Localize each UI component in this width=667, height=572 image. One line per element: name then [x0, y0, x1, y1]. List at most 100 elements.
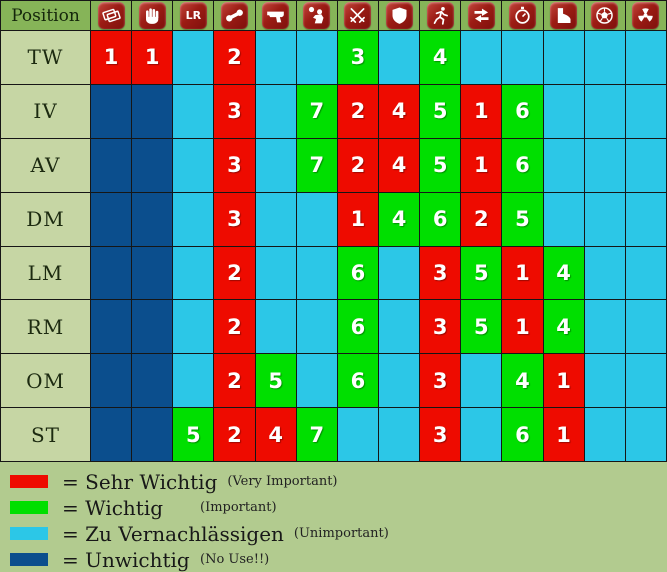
- skill-cell: [295, 191, 338, 247]
- stopwatch-icon[interactable]: [508, 2, 536, 29]
- swap-arrows-icon[interactable]: [467, 2, 495, 29]
- skill-cell: 6: [336, 353, 379, 409]
- skill-cell: [624, 353, 667, 409]
- pistol-icon[interactable]: [262, 2, 290, 29]
- skill-cell: [131, 407, 174, 462]
- skill-cell: [172, 83, 215, 139]
- heading-player-icon[interactable]: [303, 2, 331, 29]
- shield-icon[interactable]: [385, 2, 413, 29]
- column-header: [89, 0, 133, 31]
- skill-cell: 3: [213, 83, 256, 139]
- skill-cell: [89, 407, 133, 462]
- skill-cell: 7: [295, 83, 338, 139]
- radiation-icon[interactable]: [632, 2, 660, 29]
- legend-row-unimportant: = Zu Vernachlässigen (Unimportant): [10, 521, 667, 546]
- skill-cell: [583, 137, 626, 193]
- position-label: RM: [0, 299, 91, 355]
- skill-cell: 5: [419, 83, 462, 139]
- skill-cell: [542, 191, 585, 247]
- skill-cell: 6: [501, 407, 544, 462]
- skill-cell: [254, 245, 297, 301]
- boot-icon[interactable]: [550, 2, 578, 29]
- position-label: OM: [0, 353, 91, 409]
- legend-label-en: (Unimportant): [293, 526, 389, 541]
- skill-cell: [336, 407, 379, 462]
- skill-cell: [460, 30, 503, 85]
- skill-cell: [542, 83, 585, 139]
- table-row: AV 3 7 2 4 5 1 6: [0, 137, 667, 193]
- skill-cell: [295, 353, 338, 409]
- table-row: TW 1 1 2 3 4: [0, 30, 667, 85]
- column-header: [336, 0, 379, 31]
- skill-cell: 1: [131, 30, 174, 85]
- skill-cell: [583, 353, 626, 409]
- skill-cell: 1: [460, 137, 503, 193]
- table-row: LM 2 6 3 5 1 4: [0, 245, 667, 301]
- skill-cell: [377, 30, 421, 85]
- column-header: [254, 0, 297, 31]
- skill-cell: 1: [336, 191, 379, 247]
- skill-cell: [89, 353, 133, 409]
- skill-cell: 4: [542, 299, 585, 355]
- position-skill-table: Position LR TW 1 1 2 3 4 IV 3 7 2 4 5 1 6 AV 3 7 2 4 5 1 6 DM 3 1…: [0, 0, 667, 462]
- skill-cell: [254, 191, 297, 247]
- skill-cell: [131, 191, 174, 247]
- skill-cell: 3: [419, 353, 462, 409]
- skill-cell: 1: [542, 407, 585, 462]
- soccer-ball-icon[interactable]: [591, 2, 619, 29]
- skill-cell: 6: [336, 245, 379, 301]
- skill-cell: [254, 299, 297, 355]
- skill-cell: 4: [542, 245, 585, 301]
- skill-cell: [583, 30, 626, 85]
- legend-label-de: = Wichtig: [62, 495, 164, 520]
- legend-row-no-use: = Unwichtig (No Use!!): [10, 547, 667, 572]
- skill-cell: 5: [501, 191, 544, 247]
- position-column-header: Position: [0, 0, 91, 31]
- skill-cell: [377, 353, 421, 409]
- position-label: LM: [0, 245, 91, 301]
- table-row: RM 2 6 3 5 1 4: [0, 299, 667, 355]
- hand-icon[interactable]: [138, 2, 166, 29]
- position-label: AV: [0, 137, 91, 193]
- skill-cell: 6: [501, 83, 544, 139]
- skill-cell: [583, 191, 626, 247]
- skill-cell: [624, 407, 667, 462]
- skill-cell: [377, 245, 421, 301]
- skill-cell: 2: [336, 83, 379, 139]
- skill-cell: 4: [254, 407, 297, 462]
- table-row: OM 2 5 6 3 4 1: [0, 353, 667, 409]
- legend-swatch-green: [10, 501, 48, 514]
- skill-cell: [131, 353, 174, 409]
- column-header: [295, 0, 338, 31]
- skill-cell: 2: [213, 299, 256, 355]
- runner-icon[interactable]: [426, 2, 454, 29]
- skill-cell: [89, 245, 133, 301]
- skill-cell: [295, 30, 338, 85]
- skill-cell: [583, 83, 626, 139]
- table-row: DM 3 1 4 6 2 5: [0, 191, 667, 247]
- legend-label-en: (No Use!!): [200, 552, 270, 567]
- skill-cell: [172, 191, 215, 247]
- skill-cell: 3: [419, 299, 462, 355]
- skill-cell: [377, 299, 421, 355]
- skill-cell: 2: [213, 30, 256, 85]
- column-header: LR: [172, 0, 215, 31]
- cards-icon[interactable]: [97, 2, 125, 29]
- legend: = Sehr Wichtig (Very Important) = Wichti…: [0, 462, 667, 572]
- skill-cell: 6: [336, 299, 379, 355]
- skill-cell: [172, 299, 215, 355]
- column-header: [583, 0, 626, 31]
- lr-icon[interactable]: LR: [179, 2, 207, 29]
- skill-cell: [501, 30, 544, 85]
- skill-cell: 3: [213, 191, 256, 247]
- dumbbell-icon[interactable]: [220, 2, 248, 29]
- skill-cell: 6: [501, 137, 544, 193]
- skill-cell: [131, 137, 174, 193]
- table-body: TW 1 1 2 3 4 IV 3 7 2 4 5 1 6 AV 3 7 2 4 5 1 6 DM 3 1 4 6 2 5 LM 2 6 3 5 1…: [0, 30, 667, 462]
- column-header: [419, 0, 462, 31]
- legend-row-very-important: = Sehr Wichtig (Very Important): [10, 469, 667, 494]
- skill-cell: 1: [542, 353, 585, 409]
- crossed-swords-icon[interactable]: [344, 2, 372, 29]
- skill-cell: 7: [295, 407, 338, 462]
- column-header: [501, 0, 544, 31]
